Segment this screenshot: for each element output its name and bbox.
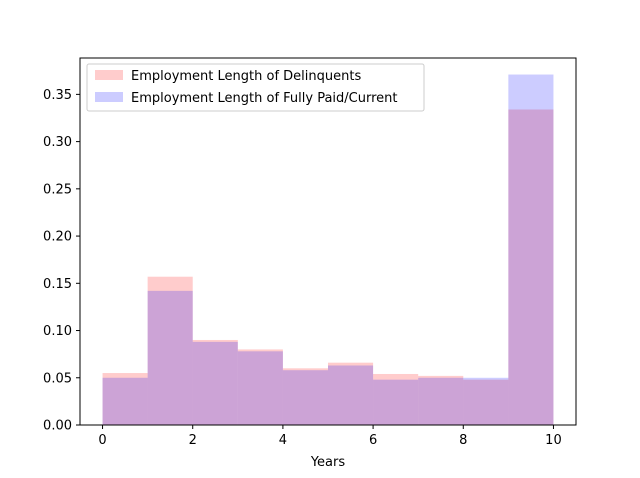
y-tick-label: 0.00 [43, 419, 72, 434]
bar-series-1-bin-6 [373, 379, 419, 425]
bar-series-1-bin-0 [102, 377, 148, 425]
bar-series-1-bin-8 [463, 377, 509, 425]
y-tick-label: 0.35 [43, 88, 72, 103]
y-tick-label: 0.25 [43, 182, 72, 197]
bar-series-0-bin-7 [418, 375, 464, 425]
legend-label-delinquents: Employment Length of Delinquents [131, 69, 361, 84]
legend: Employment Length of Delinquents Employm… [86, 63, 425, 112]
bar-series-1-bin-9 [508, 74, 554, 426]
bar-series-0-bin-1 [147, 276, 193, 425]
bar-series-1-bin-5 [328, 365, 374, 425]
bar-series-1-bin-3 [237, 351, 283, 425]
bar-series-0-bin-2 [192, 339, 238, 425]
x-tick-label: 4 [279, 433, 287, 448]
y-tick-label: 0.30 [43, 135, 72, 150]
bars-layer [102, 74, 554, 426]
legend-swatch-fully-paid [95, 92, 123, 102]
x-axis-ticks: 0 2 4 6 8 10 [98, 425, 562, 448]
bar-series-1-bin-2 [192, 341, 238, 425]
x-tick-label: 0 [98, 433, 106, 448]
x-tick-label: 10 [545, 433, 562, 448]
bar-series-1-bin-4 [282, 370, 328, 425]
bar-series-1-bin-7 [418, 377, 464, 425]
y-axis-ticks: 0.00 0.05 0.10 0.15 0.20 0.25 0.30 0.35 [43, 88, 80, 434]
legend-swatch-delinquents [95, 70, 123, 80]
x-tick-label: 8 [459, 433, 467, 448]
bar-series-0-bin-6 [373, 373, 419, 425]
bar-series-1-bin-1 [147, 290, 193, 425]
bar-series-0-bin-3 [237, 349, 283, 425]
bar-series-0-bin-4 [282, 368, 328, 425]
legend-label-fully-paid: Employment Length of Fully Paid/Current [131, 91, 398, 106]
x-axis-label: Years [310, 455, 346, 470]
x-tick-label: 6 [369, 433, 377, 448]
y-tick-label: 0.15 [43, 277, 72, 292]
y-tick-label: 0.05 [43, 371, 72, 386]
plot-frame [79, 57, 577, 426]
bar-series-0-bin-8 [463, 379, 509, 425]
y-tick-label: 0.10 [43, 324, 72, 339]
x-tick-label: 2 [189, 433, 197, 448]
bar-series-0-bin-5 [328, 362, 374, 425]
bar-series-0-bin-0 [102, 373, 148, 425]
bar-series-0-bin-9 [508, 109, 554, 425]
y-tick-label: 0.20 [43, 230, 72, 245]
legend-box [86, 63, 425, 112]
